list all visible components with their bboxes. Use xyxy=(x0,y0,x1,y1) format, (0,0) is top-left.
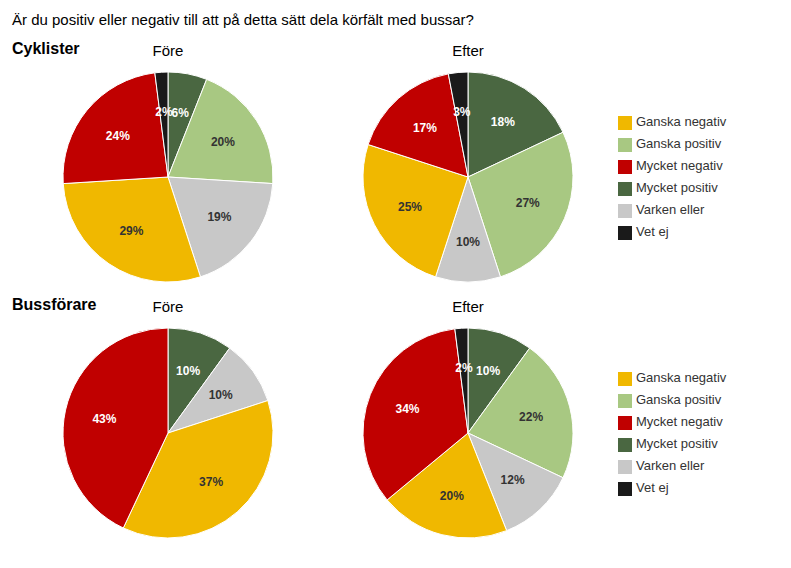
html-text:Vet ej: Vet ej xyxy=(636,480,669,495)
svg-text:29%: 29% xyxy=(119,224,143,238)
svg-text:37%: 37% xyxy=(199,475,223,489)
html-text:Ganska positiv: Ganska positiv xyxy=(636,392,722,407)
svg-text:10%: 10% xyxy=(456,235,480,249)
svg-text:25%: 25% xyxy=(398,200,422,214)
svg-text:43%: 43% xyxy=(92,412,116,426)
html-text:Ganska negativ: Ganska negativ xyxy=(636,370,727,385)
svg-text:34%: 34% xyxy=(395,402,419,416)
svg-text:24%: 24% xyxy=(106,129,130,143)
svg-text:18%: 18% xyxy=(491,115,515,129)
svg-text:20%: 20% xyxy=(440,489,464,503)
html-text:Varken eller: Varken eller xyxy=(636,202,705,217)
html-text:Mycket negativ: Mycket negativ xyxy=(636,414,723,429)
html-text:Mycket positiv: Mycket positiv xyxy=(636,180,718,195)
html-text:Cyklister: Cyklister xyxy=(12,40,80,57)
svg-text:3%: 3% xyxy=(453,105,471,119)
svg-text:10%: 10% xyxy=(176,364,200,378)
html-text:Bussförare: Bussförare xyxy=(12,296,97,313)
html-text:Efter: Efter xyxy=(452,42,484,59)
svg-text:19%: 19% xyxy=(207,210,231,224)
svg-text:20%: 20% xyxy=(211,135,235,149)
svg-text:17%: 17% xyxy=(413,121,437,135)
html-text:Efter: Efter xyxy=(452,298,484,315)
html-text:Ganska positiv: Ganska positiv xyxy=(636,136,722,151)
svg-text:10%: 10% xyxy=(476,364,500,378)
html-text:Före: Före xyxy=(152,42,184,59)
svg-text:10%: 10% xyxy=(209,388,233,402)
svg-text:27%: 27% xyxy=(516,196,540,210)
svg-text:2%: 2% xyxy=(455,361,473,375)
html-text:Ganska negativ: Ganska negativ xyxy=(636,114,727,129)
svg-text:22%: 22% xyxy=(519,410,543,424)
html-text:Mycket negativ: Mycket negativ xyxy=(636,158,723,173)
html-text:Vet ej: Vet ej xyxy=(636,224,669,239)
html-text:Mycket positiv: Mycket positiv xyxy=(636,436,718,451)
html-text:Är du positiv eller negativ ti: Är du positiv eller negativ till att på … xyxy=(12,11,474,28)
html-text:Varken eller: Varken eller xyxy=(636,458,705,473)
html-text:Före: Före xyxy=(152,298,184,315)
svg-text:2%: 2% xyxy=(155,105,173,119)
svg-text:6%: 6% xyxy=(172,106,190,120)
svg-text:12%: 12% xyxy=(501,473,525,487)
